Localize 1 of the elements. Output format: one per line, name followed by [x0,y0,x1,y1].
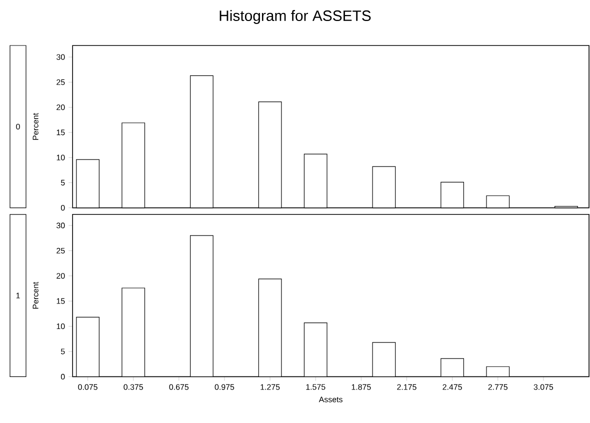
chart-title: Histogram for ASSETS [220,10,371,24]
